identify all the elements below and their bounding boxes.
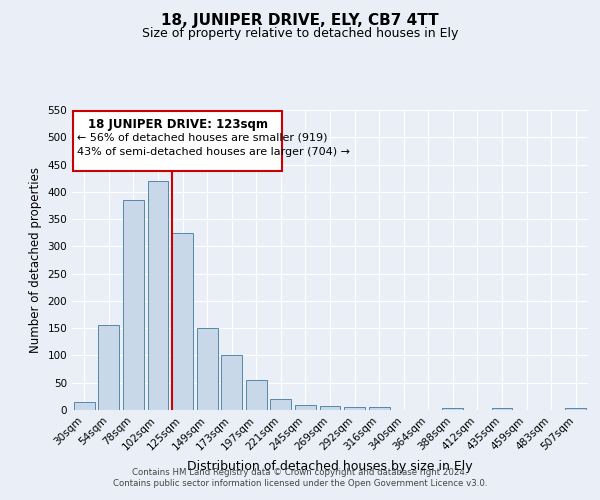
Bar <box>221 356 242 410</box>
Bar <box>123 200 144 410</box>
FancyBboxPatch shape <box>73 111 282 171</box>
Text: Size of property relative to detached houses in Ely: Size of property relative to detached ho… <box>142 28 458 40</box>
Bar <box>98 326 119 410</box>
Bar <box>368 408 389 410</box>
Y-axis label: Number of detached properties: Number of detached properties <box>29 167 42 353</box>
Bar <box>246 380 267 410</box>
Bar <box>295 405 316 410</box>
Bar <box>491 408 512 410</box>
Text: 18, JUNIPER DRIVE, ELY, CB7 4TT: 18, JUNIPER DRIVE, ELY, CB7 4TT <box>161 12 439 28</box>
Bar <box>344 408 365 410</box>
Bar <box>442 408 463 410</box>
Text: Contains HM Land Registry data © Crown copyright and database right 2024.
Contai: Contains HM Land Registry data © Crown c… <box>113 468 487 487</box>
X-axis label: Distribution of detached houses by size in Ely: Distribution of detached houses by size … <box>187 460 473 473</box>
Bar <box>271 399 292 410</box>
Text: 43% of semi-detached houses are larger (704) →: 43% of semi-detached houses are larger (… <box>77 146 350 156</box>
Bar <box>172 232 193 410</box>
Text: ← 56% of detached houses are smaller (919): ← 56% of detached houses are smaller (91… <box>77 133 328 143</box>
Bar <box>74 402 95 410</box>
Bar <box>565 408 586 410</box>
Bar <box>197 328 218 410</box>
Text: 18 JUNIPER DRIVE: 123sqm: 18 JUNIPER DRIVE: 123sqm <box>88 118 268 130</box>
Bar <box>320 406 340 410</box>
Bar <box>148 181 169 410</box>
